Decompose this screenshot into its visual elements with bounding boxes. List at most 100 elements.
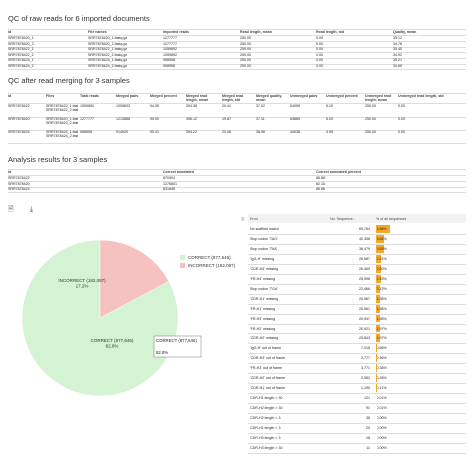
column-header[interactable]: Unmerged pairs <box>290 94 318 98</box>
row-divider <box>248 442 466 444</box>
column-header[interactable]: Error <box>250 216 258 221</box>
error-count: 1,190 <box>361 386 370 391</box>
error-count: 22,466 <box>359 286 370 291</box>
column-header[interactable]: Merged percent <box>150 94 177 98</box>
download-icon[interactable]: ⤓ <box>30 206 33 213</box>
column-header[interactable]: id <box>8 170 12 174</box>
file-icon[interactable]: 🗎 <box>8 205 14 213</box>
row-divider <box>8 116 466 118</box>
column-header[interactable]: Merged read length, mean <box>186 94 209 102</box>
error-count: 3,777 <box>361 356 370 361</box>
percent-bar <box>376 284 381 293</box>
percent-bar <box>376 314 381 323</box>
table-cell: 1277777 <box>163 36 177 40</box>
table-cell: 250.00 <box>240 47 251 52</box>
error-name: Stop codon 'TAA' <box>250 246 278 251</box>
column-header[interactable]: Merged read length, std <box>222 94 244 102</box>
column-header[interactable]: Unmerged read length, mean <box>365 94 392 102</box>
section-title: Analysis results for 3 samples <box>8 155 108 164</box>
column-header[interactable]: Merged quality, mean <box>256 94 283 102</box>
table-cell: 0.00 <box>398 117 405 121</box>
percent-label: 1.98% <box>376 316 387 321</box>
table-cell: 19.87 <box>222 117 231 121</box>
table-cell: 94.90 <box>150 104 159 108</box>
row-divider <box>248 233 466 235</box>
column-header[interactable]: File names <box>88 30 107 34</box>
table-cell: 0.00 <box>316 41 323 46</box>
pie-slice <box>99 239 170 319</box>
column-header[interactable]: Correct annotated <box>163 170 194 174</box>
percent-label: 1.98% <box>376 296 387 301</box>
row-divider <box>8 129 466 131</box>
percent-label: 0.00% <box>376 435 387 440</box>
tooltip-name: CORRECT (877,646) <box>156 338 197 343</box>
table-cell: SRR7878420 <box>8 117 30 121</box>
percent-bar <box>376 234 384 243</box>
column-header[interactable]: Unmerged percent <box>326 94 358 98</box>
error-count: 26,587 <box>359 256 370 261</box>
table-cell: SRR7878424_1 <box>8 58 34 63</box>
table-cell: 250.00 <box>240 36 251 40</box>
legend-swatch <box>180 255 185 260</box>
table-cell: SRR7878420_2 <box>8 41 34 46</box>
percent-label: 0.00% <box>376 445 387 450</box>
row-divider <box>248 263 466 265</box>
table-cell: SRR7878424 <box>8 187 30 192</box>
table-cell: SRR7878424 <box>8 130 30 134</box>
error-count: 26,469 <box>359 266 370 271</box>
column-header[interactable]: % of all sequences <box>376 216 407 221</box>
column-header[interactable]: Unmerged read length, std <box>398 94 444 98</box>
row-divider <box>248 313 466 315</box>
table-cell: 1276801 <box>163 181 177 186</box>
error-name: CDR-H1 length > 30 <box>250 396 283 401</box>
error-count: 20,921 <box>359 326 370 331</box>
row-divider <box>248 432 466 434</box>
error-name: CDR-H2 length > 30 <box>250 406 283 411</box>
column-header[interactable]: Quality, mean <box>393 30 417 34</box>
percent-bar <box>376 294 381 303</box>
table-cell: SRR7878420 <box>8 181 30 186</box>
column-header[interactable]: id <box>8 30 12 34</box>
percent-label: 0.36% <box>376 366 387 371</box>
row-divider <box>8 169 466 170</box>
row-divider <box>8 57 466 59</box>
error-count: 69,764 <box>359 227 370 231</box>
table-cell: SRR7878424_2 <box>8 64 34 68</box>
percent-label: 6.58% <box>376 227 387 231</box>
column-header[interactable]: Total reads <box>80 94 99 98</box>
column-header[interactable]: id <box>8 94 12 98</box>
tooltip-box <box>153 335 202 358</box>
percent-bar <box>376 304 381 313</box>
table-cell: 0.00 <box>398 130 405 134</box>
column-header[interactable]: Imported reads <box>163 30 189 34</box>
error-name: 'FR-H1' missing <box>250 306 276 311</box>
table-cell: 1059892 <box>163 47 177 52</box>
table-cell: 34.92 <box>393 52 402 57</box>
percent-bar <box>376 254 382 263</box>
error-count: 11 <box>366 445 370 450</box>
error-count: 20,843 <box>359 336 370 341</box>
column-header[interactable]: Merged pairs <box>116 94 139 98</box>
info-icon[interactable]: ⌾ <box>241 217 245 223</box>
table-cell: SRR7878422 <box>8 176 30 180</box>
section-title: QC after read merging for 3 samples <box>8 76 130 85</box>
error-name: 'CDR-H2' missing <box>250 336 279 341</box>
column-header[interactable]: Correct annotated percent <box>316 170 361 174</box>
error-name: Stop codon 'TGA' <box>250 286 278 291</box>
row-divider <box>248 423 466 424</box>
table-cell: 250.00 <box>365 104 376 108</box>
table-cell: SRR7878424_2.fastq.gz <box>88 64 128 68</box>
error-count: 20 <box>366 426 370 430</box>
column-header[interactable]: No. Sequence... <box>330 216 356 221</box>
column-header[interactable]: Read length, mean <box>240 30 272 34</box>
row-divider <box>8 103 466 104</box>
row-divider <box>8 41 466 43</box>
percent-bar <box>376 354 377 363</box>
table-cell: 250.00 <box>365 117 376 121</box>
column-header[interactable]: Read length, std <box>316 30 344 34</box>
table-cell: 0.00 <box>316 52 323 57</box>
column-header[interactable]: Files <box>46 94 55 98</box>
error-name: CDR-H2 length < 3 <box>250 416 281 421</box>
table-cell: 4.59 <box>326 130 333 134</box>
